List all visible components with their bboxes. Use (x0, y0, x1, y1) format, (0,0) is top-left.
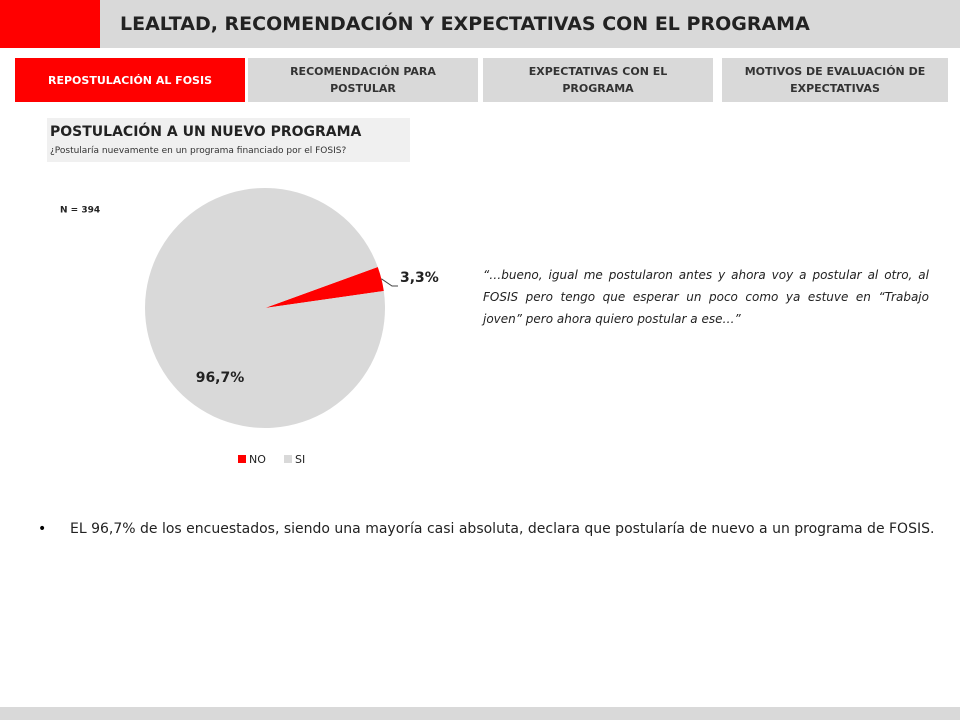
question-box (47, 118, 410, 162)
pie-slice (265, 266, 384, 308)
data-label: 3,3% (400, 270, 439, 286)
data-label: 96,7% (196, 370, 245, 386)
legend-swatch (238, 455, 246, 463)
chart-subtitle: ¿Postularía nuevamente en un programa fi… (50, 146, 347, 156)
header-title: LEALTAD, RECOMENDACIÓN Y EXPECTATIVAS CO… (120, 13, 810, 35)
footer-bar (0, 707, 960, 720)
legend-swatch (284, 455, 292, 463)
header-bar (100, 0, 960, 48)
legend-label: SI (295, 453, 305, 466)
tab[interactable]: MOTIVOS DE EVALUACIÓN DE EXPECTATIVAS (722, 58, 948, 102)
annotation: N = 394 (60, 206, 100, 216)
quote: “…bueno, igual me postularon antes y aho… (483, 268, 929, 326)
chart-title: POSTULACIÓN A UN NUEVO PROGRAMA (50, 124, 362, 140)
bullet-marker: • (38, 521, 47, 537)
tab[interactable]: EXPECTATIVAS CON EL PROGRAMA (483, 58, 713, 102)
tab[interactable]: REPOSTULACIÓN AL FOSIS (15, 58, 245, 102)
leader-line (381, 278, 398, 287)
tab[interactable]: RECOMENDACIÓN PARA POSTULAR (248, 58, 478, 102)
pie-slice (145, 187, 385, 428)
legend-label: NO (249, 453, 266, 466)
header-accent (0, 0, 100, 48)
bullet-text: EL 96,7% de los encuestados, siendo una … (70, 521, 935, 537)
